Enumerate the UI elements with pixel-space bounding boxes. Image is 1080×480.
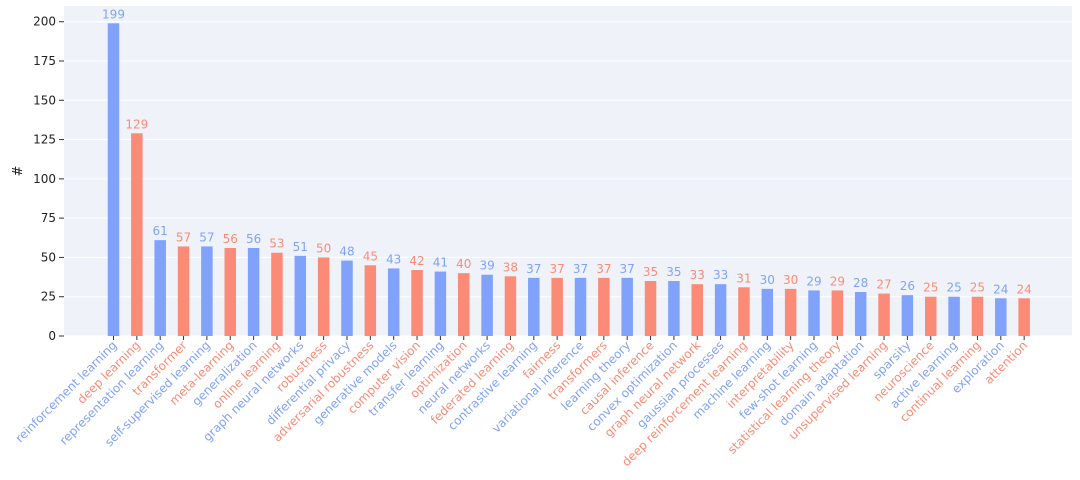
- bar-value-label: 56: [246, 232, 261, 246]
- bar: [738, 287, 750, 336]
- bar: [341, 260, 353, 336]
- bar-value-label: 25: [923, 281, 938, 295]
- bar: [364, 265, 377, 336]
- bar-value-label: 35: [666, 265, 681, 279]
- bar-value-label: 27: [876, 278, 891, 292]
- bar: [948, 296, 960, 336]
- bar-value-label: 43: [386, 252, 401, 266]
- bar: [971, 296, 984, 336]
- bar-value-label: 42: [409, 254, 424, 268]
- y-tick-label: 100: [33, 172, 56, 186]
- bar: [107, 23, 120, 337]
- bar-value-label: 28: [853, 276, 868, 290]
- bar: [1018, 298, 1030, 336]
- y-tick-label: 50: [41, 250, 56, 264]
- bar: [177, 246, 190, 336]
- bar-value-label: 24: [993, 282, 1008, 296]
- y-tick-label: 0: [48, 329, 56, 343]
- bar-value-label: 37: [550, 262, 565, 276]
- bar: [294, 255, 307, 336]
- bar: [784, 288, 797, 336]
- bar-value-label: 50: [316, 241, 331, 255]
- y-tick-label: 175: [33, 54, 56, 68]
- bar-value-label: 53: [269, 237, 284, 251]
- bar: [925, 296, 937, 336]
- bar-value-label: 38: [503, 260, 518, 274]
- bar-value-label: 41: [433, 256, 448, 270]
- bar: [271, 252, 283, 336]
- bar-value-label: 35: [643, 265, 658, 279]
- bar: [504, 276, 517, 336]
- bar: [247, 248, 260, 336]
- bar: [411, 270, 423, 336]
- bar: [995, 298, 1007, 336]
- bar-value-label: 40: [456, 257, 471, 271]
- bar-value-label: 61: [153, 224, 168, 238]
- bar-value-label: 129: [125, 117, 148, 131]
- y-tick-label: 200: [33, 15, 56, 29]
- bar: [621, 277, 633, 336]
- bar-value-label: 31: [736, 271, 751, 285]
- bar-value-label: 56: [223, 232, 238, 246]
- bar: [854, 292, 867, 336]
- bar: [528, 277, 540, 336]
- bar-value-label: 30: [760, 273, 775, 287]
- bar: [201, 246, 213, 336]
- bar-value-label: 25: [970, 281, 985, 295]
- bar-value-label: 57: [176, 230, 191, 244]
- bar-value-label: 48: [339, 245, 354, 259]
- bar: [387, 268, 400, 336]
- bar: [714, 284, 727, 336]
- bar: [901, 295, 914, 336]
- bar: [644, 281, 657, 336]
- bar-value-label: 30: [783, 273, 798, 287]
- bar-value-label: 26: [900, 279, 915, 293]
- bar-value-label: 37: [573, 262, 588, 276]
- bar: [878, 293, 890, 336]
- bar-value-label: 33: [690, 268, 705, 282]
- y-tick-label: 75: [41, 211, 56, 225]
- bar: [831, 290, 844, 336]
- bar-value-label: 57: [199, 230, 214, 244]
- y-tick-label: 150: [33, 93, 56, 107]
- bar-value-label: 24: [1017, 282, 1032, 296]
- bar: [761, 288, 774, 336]
- bar-value-label: 199: [102, 7, 125, 21]
- bar: [458, 273, 470, 336]
- bar-value-label: 45: [363, 249, 378, 263]
- bar-value-label: 33: [713, 268, 728, 282]
- bar: [551, 277, 563, 336]
- bar: [691, 284, 703, 336]
- bar: [598, 277, 610, 336]
- bar: [131, 133, 143, 336]
- bar-value-label: 29: [830, 274, 845, 288]
- bar-value-label: 29: [806, 274, 821, 288]
- bar: [574, 277, 587, 336]
- bar: [434, 271, 447, 336]
- bar: [481, 274, 493, 336]
- bar: [317, 257, 330, 336]
- bar: [668, 281, 680, 336]
- bar-value-label: 37: [596, 262, 611, 276]
- bar-value-label: 39: [479, 259, 494, 273]
- y-tick-label: 125: [33, 133, 56, 147]
- bar: [808, 290, 820, 336]
- bars: [107, 23, 1030, 337]
- y-tick-label: 25: [41, 290, 56, 304]
- y-axis: 0 25 50 75 100 125 150 175 200: [33, 15, 64, 343]
- bar-value-label: 25: [946, 281, 961, 295]
- bar: [154, 240, 166, 336]
- bar-value-label: 37: [526, 262, 541, 276]
- y-axis-label: #: [11, 166, 26, 177]
- bar: [224, 248, 236, 336]
- plot-background: [64, 6, 1072, 336]
- bar-value-label: 51: [293, 240, 308, 254]
- bar-value-label: 37: [620, 262, 635, 276]
- value-labels: 199 129 61 57 57 56 56 53 51 50 48 45 43 42 41 40 39 38 37…: [102, 7, 1032, 296]
